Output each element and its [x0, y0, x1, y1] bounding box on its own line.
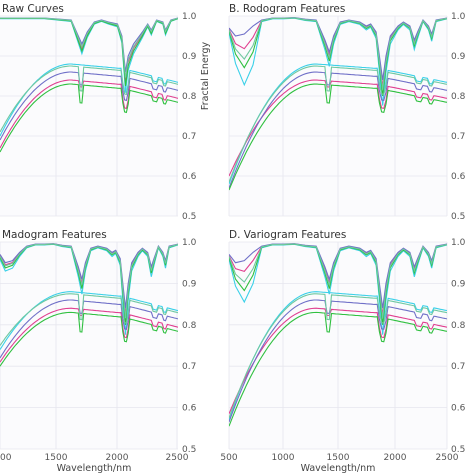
x-axis-label: Wavelength/nm [57, 463, 132, 474]
y-tick-label: 0.8 [451, 92, 466, 102]
y-tick-label: 1.0 [182, 12, 197, 22]
x-tick-label: 2000 [384, 453, 407, 463]
y-tick-label: 0.5 [451, 212, 465, 222]
y-tick-label: 0.7 [182, 132, 196, 142]
x-axis-label: Wavelength/nm [301, 463, 376, 474]
x-tick-label: 500 [220, 453, 237, 463]
x-tick-label: 2000 [106, 453, 129, 463]
panel-1: 0.5 0.6 0.7 0.8 0.9 1.0 Raw Curves [0, 3, 197, 222]
panel-title: B. Rodogram Features [229, 3, 345, 15]
series-line-3-lower [229, 299, 447, 423]
series-line-4-lower [229, 311, 447, 427]
x-tick-label: 1500 [45, 453, 68, 463]
series-line-5-upper [0, 17, 178, 78]
y-axis-label: Fractal Energy [200, 42, 211, 111]
y-tick-label: 1.0 [182, 238, 197, 248]
y-tick-label: 0.8 [182, 321, 197, 331]
y-tick-label: 0.8 [182, 92, 197, 102]
panel-2: 0.5 0.6 0.7 0.8 0.9 1.0 B. Rodogram Features Fr… [200, 3, 466, 222]
y-tick-label: 1.0 [451, 12, 466, 22]
y-tick-label: 0.9 [451, 52, 466, 62]
panel-4: 0.5 0.6 0.7 0.8 0.9 1.0 500 1000 1500 2000 2500 D. … [220, 229, 465, 474]
series-line-5-upper [229, 17, 447, 90]
y-tick-label: 0.5 [182, 445, 196, 455]
x-tick-label: 1500 [327, 453, 350, 463]
plot-area [0, 242, 178, 449]
series-line-4-lower [229, 83, 447, 191]
y-tick-label: 0.6 [182, 172, 197, 182]
series-line-3-lower [0, 71, 178, 141]
series-line-5-upper [229, 243, 447, 319]
panel-title: Madogram Features [2, 229, 107, 241]
x-tick-label: 1000 [272, 453, 295, 463]
y-tick-label: 0.7 [182, 362, 196, 372]
series-line-2-lower [229, 79, 447, 177]
series-line-3-lower [0, 299, 178, 359]
series-line-2-lower [0, 307, 178, 363]
y-tick-label: 0.5 [182, 212, 196, 222]
series-line-5-lower [229, 293, 447, 419]
x-tick-label: 1000 [0, 453, 12, 463]
series-line-5-upper [0, 243, 178, 319]
series-line-4-lower [0, 83, 178, 153]
panel-3: 0.5 0.6 0.7 0.8 0.9 1.0 1000 1500 2000 2500 Madogr… [0, 229, 197, 474]
y-tick-label: 0.8 [451, 321, 466, 331]
series-line-3-lower [229, 71, 447, 189]
series-line-2-lower [229, 307, 447, 415]
y-tick-label: 0.7 [451, 362, 465, 372]
y-tick-label: 1.0 [451, 238, 466, 248]
y-tick-label: 0.9 [451, 279, 466, 289]
panel-title: D. Variogram Features [229, 229, 346, 241]
x-tick-label: 2500 [436, 453, 459, 463]
series-line-2-lower [0, 79, 178, 149]
y-tick-label: 0.7 [451, 132, 465, 142]
y-tick-label: 0.9 [182, 52, 197, 62]
y-tick-label: 0.6 [451, 172, 466, 182]
y-tick-label: 0.6 [451, 404, 466, 414]
series-line-4-lower [0, 311, 178, 367]
series-line-5-lower [229, 65, 447, 183]
series-line-5-lower [0, 293, 178, 346]
y-tick-label: 0.9 [182, 279, 197, 289]
series-line-5-lower [0, 65, 178, 133]
plot-area [0, 16, 178, 216]
panel-title: Raw Curves [2, 3, 64, 15]
y-tick-label: 0.6 [182, 404, 197, 414]
y-tick-label: 0.5 [451, 445, 465, 455]
x-tick-label: 2500 [166, 453, 189, 463]
